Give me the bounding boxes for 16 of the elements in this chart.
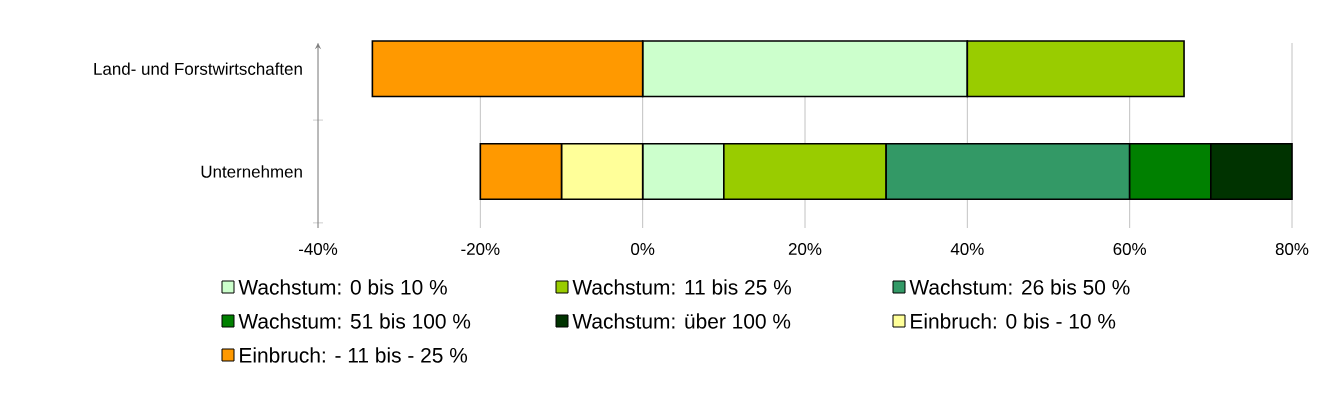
legend-label: Wachstum: über 100 %: [572, 313, 791, 329]
legend-label: Einbruch: 0 bis - 10 %: [911, 313, 1116, 329]
x-tick-label: -20%: [461, 243, 500, 256]
x-tick-label: 60%: [1113, 243, 1147, 256]
x-tick-label: -40%: [298, 243, 338, 256]
y-tick-label: Land- und Forstwirtschaften: [94, 62, 302, 75]
legend-label: Wachstum: 26 bis 50 %: [909, 279, 1130, 295]
legend-label: Einbruch: - 11 bis - 25 %: [240, 347, 468, 363]
x-tick-label: 0%: [631, 243, 655, 256]
x-tick-label: 40%: [950, 243, 984, 256]
legend-label: Wachstum: 51 bis 100 %: [238, 313, 471, 329]
x-tick-label: 20%: [788, 243, 822, 256]
y-tick-label: Unternehmen: [201, 165, 302, 178]
legend-label: Wachstum: 0 bis 10 %: [238, 279, 447, 295]
x-tick-label: 80%: [1275, 243, 1309, 256]
legend-label: Wachstum: 11 bis 25 %: [572, 279, 791, 295]
